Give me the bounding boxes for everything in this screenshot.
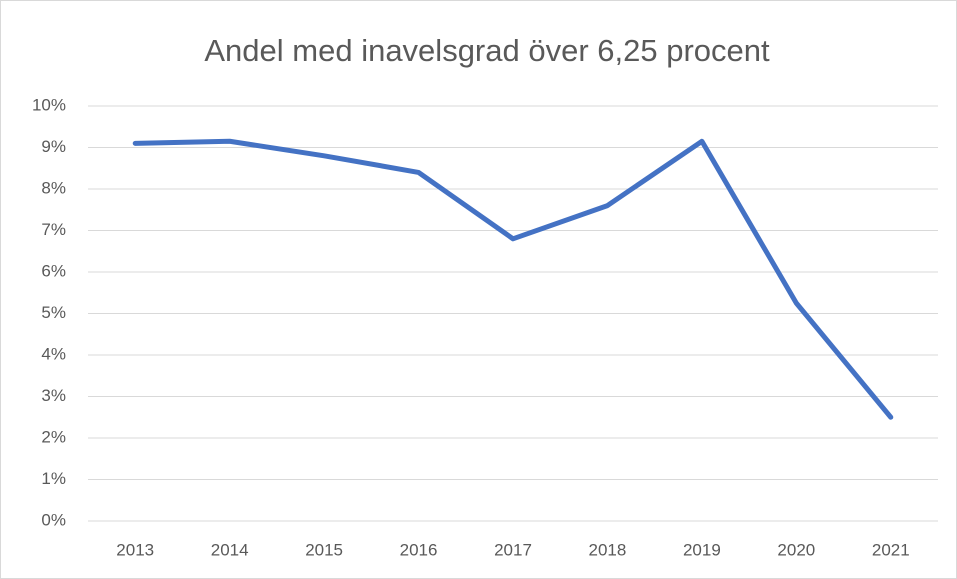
y-tick-label: 9% [41,137,66,156]
y-tick-label: 10% [32,95,66,114]
x-tick-label: 2018 [589,540,627,559]
data-line [132,138,894,420]
y-tick-label: 6% [41,261,66,280]
y-tick-label: 5% [41,303,66,322]
y-tick-label: 1% [41,469,66,488]
y-tick-label: 0% [41,510,66,529]
y-tick-label: 3% [41,386,66,405]
y-tick-label: 8% [41,178,66,197]
x-tick-label: 2020 [777,540,815,559]
x-tick-label: 2021 [872,540,910,559]
y-tick-label: 4% [41,344,66,363]
x-tick-label: 2015 [305,540,343,559]
x-tick-label: 2016 [400,540,438,559]
x-tick-label: 2014 [211,540,249,559]
y-tick-label: 7% [41,220,66,239]
x-tick-label: 2013 [116,540,154,559]
chart-title: Andel med inavelsgrad över 6,25 procent [204,33,770,68]
y-tick-label: 2% [41,427,66,446]
x-tick-label: 2017 [494,540,532,559]
x-tick-label: 2019 [683,540,721,559]
